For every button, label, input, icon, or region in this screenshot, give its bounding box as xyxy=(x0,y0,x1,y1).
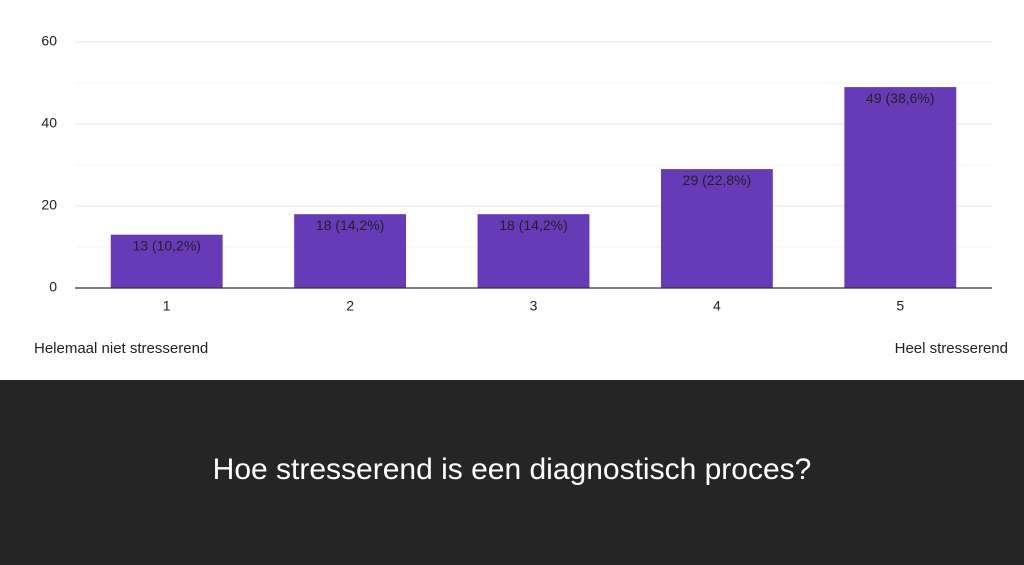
data-label: 18 (14,2%) xyxy=(316,217,384,233)
x-tick-label: 1 xyxy=(163,298,171,314)
data-label: 29 (22,8%) xyxy=(683,172,751,188)
bar xyxy=(660,169,773,288)
bar xyxy=(844,87,957,288)
bar xyxy=(477,214,590,288)
bar xyxy=(110,234,223,288)
x-tick-label: 5 xyxy=(896,298,904,314)
bar xyxy=(294,214,407,288)
data-label: 18 (14,2%) xyxy=(499,217,567,233)
annotation-left: Helemaal niet stresserend xyxy=(34,340,208,357)
x-tick-label: 3 xyxy=(530,298,538,314)
y-tick-label: 0 xyxy=(49,279,57,295)
y-tick-label: 40 xyxy=(41,115,57,131)
y-tick-label: 60 xyxy=(41,33,57,49)
y-tick-label: 20 xyxy=(41,197,57,213)
annotation-right: Heel stresserend xyxy=(895,340,1008,357)
chart-title: Hoe stresserend is een diagnostisch proc… xyxy=(213,453,812,486)
x-tick-label: 4 xyxy=(713,298,721,314)
data-label: 49 (38,6%) xyxy=(866,90,934,106)
x-tick-label: 2 xyxy=(346,298,354,314)
data-label: 13 (10,2%) xyxy=(132,237,200,253)
caption-band xyxy=(0,380,1024,565)
